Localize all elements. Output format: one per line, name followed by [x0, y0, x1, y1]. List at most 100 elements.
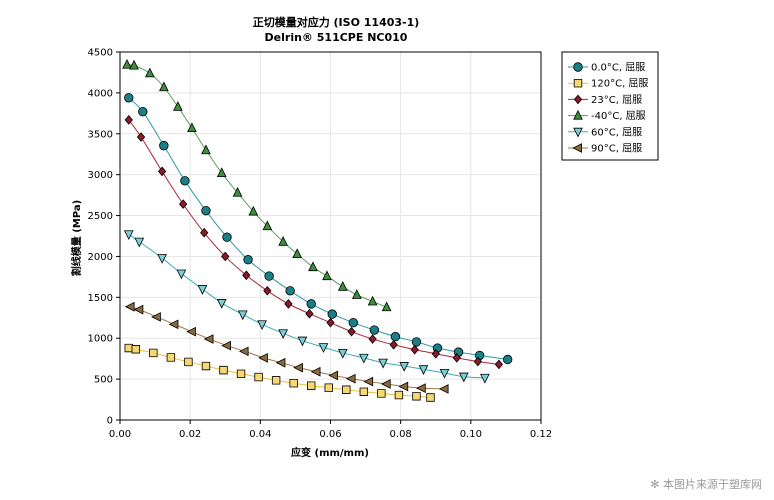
data-point — [380, 379, 391, 389]
data-point — [203, 334, 214, 344]
chart-subtitle: Delrin® 511CPE NC010 — [265, 31, 408, 44]
data-point — [131, 345, 140, 354]
data-point — [369, 325, 380, 335]
data-point — [394, 390, 404, 400]
data-point — [359, 387, 369, 396]
data-point — [186, 326, 196, 337]
data-point — [502, 354, 513, 365]
y-tick-label: 1000 — [88, 334, 113, 345]
legend-item: -40°C, 屈服 — [568, 109, 646, 122]
series-3 — [122, 58, 392, 312]
data-point — [347, 326, 356, 337]
data-point — [438, 384, 449, 394]
data-point — [285, 286, 295, 296]
data-point — [418, 365, 429, 375]
data-point — [368, 334, 377, 344]
data-point — [351, 289, 362, 299]
data-point — [184, 357, 193, 367]
data-point — [263, 285, 272, 296]
data-point — [129, 59, 139, 70]
data-point — [480, 373, 490, 384]
data-point — [237, 310, 248, 321]
legend-marker — [573, 79, 583, 88]
data-point — [200, 227, 209, 238]
x-axis-label: 应变 (mm/mm) — [291, 446, 369, 459]
data-point — [197, 285, 208, 295]
data-point — [144, 67, 155, 78]
series-2 — [124, 115, 504, 370]
y-tick-label: 1500 — [88, 293, 113, 304]
data-point — [262, 220, 273, 231]
asterisk-icon: ✻ — [650, 478, 663, 491]
data-point — [494, 359, 504, 370]
legend-marker — [573, 109, 583, 120]
data-point — [292, 248, 303, 258]
y-tick-label: 0 — [107, 416, 113, 427]
data-point — [134, 237, 145, 248]
data-point — [377, 389, 386, 398]
data-point — [124, 115, 133, 125]
y-tick-label: 4500 — [88, 48, 113, 59]
data-point — [236, 369, 246, 378]
data-point — [221, 251, 230, 262]
data-point — [271, 376, 281, 385]
data-point — [221, 340, 232, 351]
data-point — [348, 317, 359, 328]
data-point — [157, 254, 167, 264]
x-tick-label: 0.12 — [530, 429, 552, 440]
data-point — [201, 144, 211, 155]
series-5 — [124, 301, 449, 394]
data-point — [201, 361, 211, 371]
legend-item: 60°C, 屈服 — [568, 126, 642, 138]
data-point — [326, 317, 335, 328]
data-point — [293, 362, 303, 373]
legend-marker — [572, 143, 582, 153]
data-point — [254, 372, 263, 382]
data-point — [159, 140, 169, 151]
data-point — [412, 392, 421, 401]
x-tick-label: 0.08 — [390, 429, 412, 440]
data-point — [180, 176, 190, 186]
data-point — [381, 301, 392, 312]
x-tick-label: 0.00 — [109, 429, 131, 440]
y-tick-label: 3000 — [88, 170, 113, 181]
data-point — [238, 346, 249, 357]
legend-label: 120°C, 屈服 — [591, 78, 648, 90]
data-point — [258, 353, 268, 363]
data-point — [337, 281, 348, 291]
data-point — [248, 205, 259, 216]
legend-items: 0.0°C, 屈服 120°C, 屈服 23°C, 屈服 -40°C, 屈服 60°C,… — [568, 62, 648, 155]
data-point — [216, 299, 227, 309]
legend-item: 90°C, 屈服 — [568, 143, 642, 155]
data-point — [179, 199, 188, 209]
data-point — [124, 343, 133, 353]
data-point — [439, 368, 450, 379]
x-axis: 0.00 0.02 0.04 0.06 0.08 0.10 0.12 — [109, 420, 552, 440]
data-point — [122, 58, 132, 69]
y-tick-label: 2500 — [88, 211, 113, 222]
data-point — [322, 270, 332, 281]
data-point — [201, 205, 211, 216]
data-point — [305, 308, 314, 319]
series-1 — [124, 343, 435, 402]
data-point — [159, 81, 169, 92]
legend-item: 23°C, 屈服 — [568, 94, 642, 106]
data-point — [275, 357, 286, 368]
legend-label: -40°C, 屈服 — [591, 110, 646, 122]
data-point — [289, 378, 298, 388]
series-0 — [124, 93, 513, 365]
data-point — [133, 304, 144, 315]
data-point — [328, 370, 339, 381]
data-point — [242, 270, 251, 281]
data-point — [243, 255, 253, 265]
data-point — [337, 348, 348, 359]
data-point — [151, 312, 161, 322]
data-point — [173, 101, 183, 111]
data-point — [342, 385, 351, 394]
data-point — [187, 122, 197, 133]
data-point — [367, 295, 378, 306]
data-point — [232, 186, 243, 197]
x-tick-label: 0.04 — [249, 429, 271, 440]
legend-marker — [573, 127, 583, 138]
data-point — [416, 383, 426, 393]
